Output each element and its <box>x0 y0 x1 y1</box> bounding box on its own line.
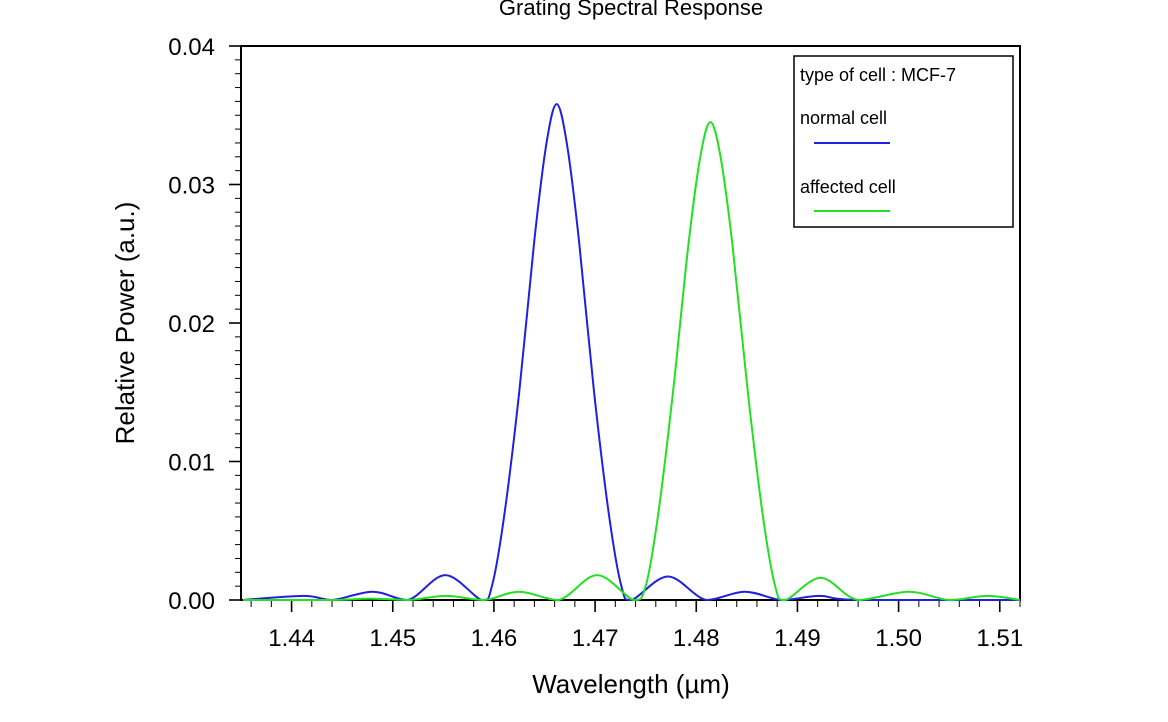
normal-cell-series-line <box>242 103 1020 602</box>
y-tick-label: 0.00 <box>168 588 215 615</box>
legend-label-normal-cell: normal cell <box>800 108 887 128</box>
plot-area: 1.44 1.45 1.46 1.47 1.48 1.49 1.50 1.51 0.00 0.01… <box>168 34 1023 652</box>
x-tick-label: 1.49 <box>774 625 821 652</box>
x-axis-label: Wavelength (µm) <box>532 669 730 699</box>
chart-title: Grating Spectral Response <box>499 0 763 20</box>
affected-cell-series-line <box>243 121 1021 602</box>
x-tick-label: 1.47 <box>572 625 619 652</box>
legend: type of cell : MCF-7 normal cell affecte… <box>793 55 1014 228</box>
x-tick-label: 1.46 <box>471 625 518 652</box>
y-tick-label: 0.04 <box>168 34 215 61</box>
x-tick-label: 1.44 <box>268 625 315 652</box>
y-tick-label: 0.01 <box>168 450 215 477</box>
legend-box <box>793 55 1014 228</box>
legend-heading: type of cell : MCF-7 <box>800 65 956 85</box>
y-tick-label: 0.02 <box>168 311 215 338</box>
x-tick-label: 1.45 <box>369 625 416 652</box>
axis-ticks: 1.44 1.45 1.46 1.47 1.48 1.49 1.50 1.51 0.00 0.01… <box>168 34 1023 652</box>
x-tick-label: 1.50 <box>875 625 922 652</box>
series-layer <box>242 103 1021 602</box>
legend-label-affected-cell: affected cell <box>800 177 896 197</box>
x-tick-label: 1.51 <box>976 625 1023 652</box>
y-axis-label: Relative Power (a.u.) <box>110 202 140 445</box>
x-tick-label: 1.48 <box>673 625 720 652</box>
y-tick-label: 0.03 <box>168 173 215 200</box>
